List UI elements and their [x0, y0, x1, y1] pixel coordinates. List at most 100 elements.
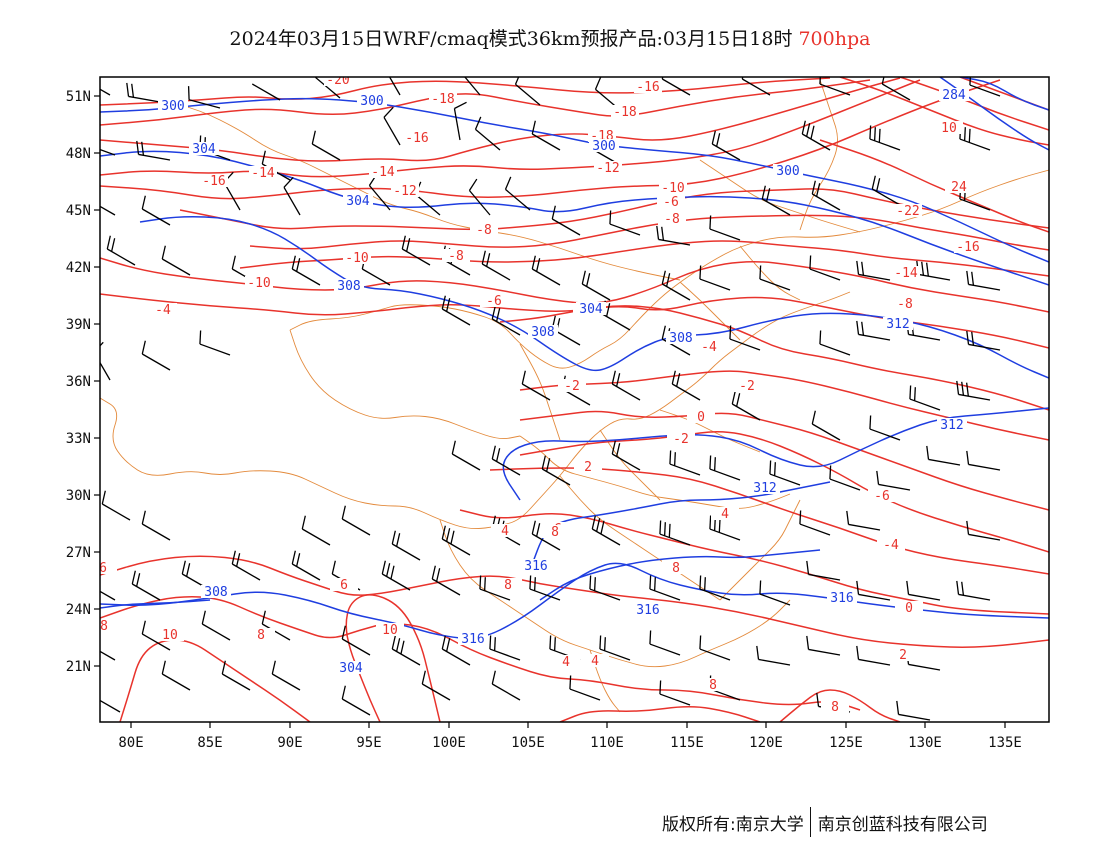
wind-barb-staff — [141, 353, 171, 371]
height-label-bg — [528, 325, 558, 338]
wind-barb-flag — [731, 390, 736, 405]
wind-barb — [551, 205, 581, 236]
height-label: 312 — [886, 317, 909, 332]
wind-barb — [759, 580, 791, 606]
wind-barb — [504, 176, 531, 211]
wind-barb-flag — [896, 700, 900, 715]
wind-barb — [341, 685, 371, 716]
lat-label: 30N — [66, 488, 91, 504]
wind-barb-staff — [451, 453, 481, 471]
temperature-label: 2 — [899, 648, 907, 663]
temperature-label: -6 — [486, 294, 502, 309]
wind-barb-flag — [91, 134, 99, 148]
wind-barb-staff — [341, 638, 371, 656]
wind-barb-flag — [769, 460, 772, 475]
wind-barb-staff — [391, 543, 421, 561]
wind-barb-flag — [699, 575, 702, 590]
wind-barb-flag — [199, 330, 202, 345]
lon-label: 110E — [590, 735, 624, 751]
wind-barb — [451, 440, 481, 471]
height-label-bg — [939, 88, 969, 101]
wind-barb — [906, 580, 941, 601]
wind-barb — [100, 198, 116, 216]
temperature-label: -10 — [247, 276, 270, 291]
wind-barb — [84, 571, 116, 601]
wind-barb-flag — [595, 518, 601, 532]
wind-barb — [126, 82, 161, 103]
wind-barb — [91, 134, 116, 156]
wind-barb-staff — [100, 695, 121, 713]
wind-barb — [661, 77, 691, 96]
temperature-isotherm — [345, 594, 441, 722]
wind-barb-flag — [110, 238, 116, 252]
temperature-label-bg — [658, 212, 686, 225]
wind-barb-flag — [875, 178, 881, 192]
wind-barb — [401, 235, 431, 266]
wind-barb — [441, 525, 471, 556]
height-label: 300 — [592, 139, 615, 154]
wind-barb-flag — [529, 575, 532, 590]
wind-barb-flag — [765, 188, 771, 202]
wind-barb-staff — [898, 713, 931, 721]
wind-barb-flag — [161, 660, 166, 675]
wind-barb-flag — [454, 101, 467, 110]
wind-barb-staff — [481, 263, 511, 281]
wind-barb — [100, 695, 121, 713]
temperature-label: -2 — [739, 379, 755, 394]
wind-barb-flag — [549, 635, 552, 650]
temperature-isotherm — [519, 370, 1049, 441]
wind-barb-staff — [959, 138, 991, 151]
wind-barb — [391, 530, 421, 561]
wind-barb — [101, 490, 131, 521]
wind-barb-flag — [846, 510, 850, 525]
wind-barb-staff — [311, 143, 341, 161]
wind-barb-staff — [188, 99, 221, 109]
wind-barb-staff — [301, 528, 331, 546]
wind-barb — [431, 565, 461, 596]
temperature-label-bg — [891, 297, 919, 310]
wind-barb-flag — [599, 635, 602, 650]
wind-barb — [709, 515, 741, 541]
wind-barb — [966, 450, 1001, 471]
wind-barb-staff — [968, 283, 1001, 291]
temperature-label: -20 — [326, 73, 349, 88]
wind-barb-flag — [956, 580, 960, 595]
wind-barb — [441, 635, 471, 666]
wind-barb-flag — [759, 265, 762, 280]
wind-barb-flag — [400, 640, 405, 655]
wind-barb-staff — [106, 248, 136, 266]
height-label-bg — [458, 632, 488, 645]
wind-barb — [966, 330, 1001, 351]
wind-barb — [846, 510, 881, 531]
temperature-label-bg — [552, 655, 580, 668]
wind-barb-flag — [451, 440, 456, 455]
wind-barb-flag — [709, 455, 712, 470]
wind-barb-flag — [799, 510, 802, 525]
wind-barb — [479, 575, 511, 601]
temperature-label-bg — [574, 460, 602, 473]
wind-barb-flag — [187, 86, 190, 100]
height-label: 300 — [776, 164, 799, 179]
wind-barb-flag — [966, 382, 969, 397]
wind-barb — [709, 455, 741, 481]
wind-barb-staff — [808, 648, 841, 656]
wind-barb-staff — [489, 648, 521, 661]
wind-barb-staff — [908, 593, 941, 601]
wind-barb — [141, 620, 171, 651]
height-label-bg — [883, 317, 913, 330]
wind-barb-staff — [458, 77, 481, 96]
wind-barb-flag — [405, 238, 411, 252]
wind-barb-flag — [84, 571, 94, 584]
wind-barb-flag — [810, 125, 815, 140]
wind-barb-flag — [665, 273, 671, 287]
wind-barb-staff — [100, 198, 116, 216]
wind-barb-staff — [609, 223, 641, 236]
wind-barb-staff — [659, 533, 691, 546]
title-main: 2024年03月15日WRF/cmaq模式36km预报产品:03月15日18时 — [229, 28, 793, 50]
temperature-label: -8 — [897, 297, 913, 312]
wind-barb-flag — [136, 140, 140, 155]
wind-barb — [581, 270, 611, 301]
wind-barb-flag — [314, 77, 322, 78]
temperature-label: -16 — [202, 174, 225, 189]
temperature-label-bg — [558, 379, 586, 392]
